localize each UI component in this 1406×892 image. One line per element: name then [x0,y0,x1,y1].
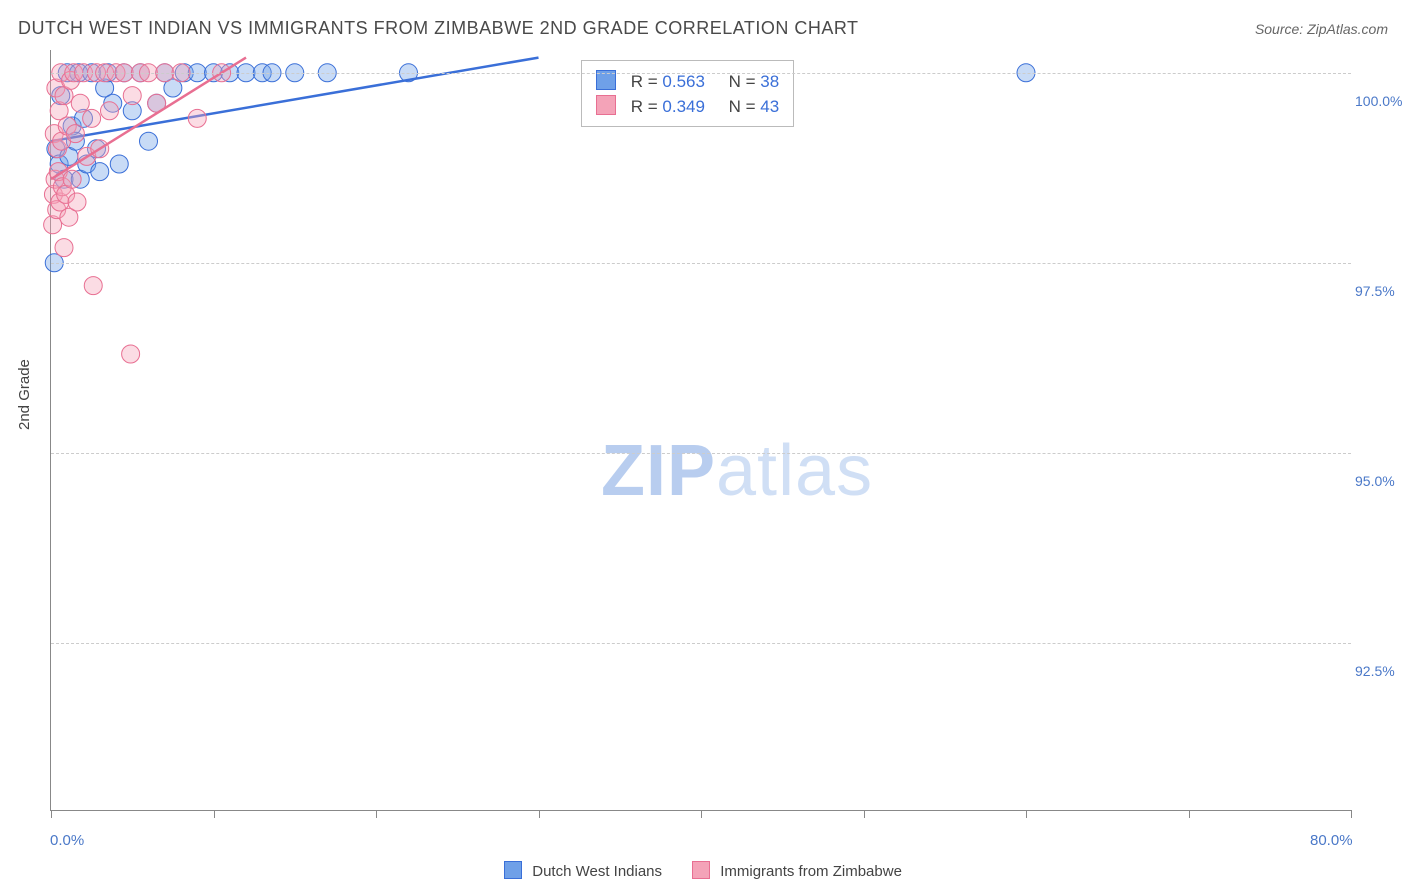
legend-item-dutch: Dutch West Indians [504,861,662,880]
data-point-dutch [110,155,128,173]
data-point-zimbabwe [83,109,101,127]
x-tick [51,810,52,818]
data-point-zimbabwe [101,102,119,120]
y-tick-label: 97.5% [1355,283,1406,299]
data-point-zimbabwe [55,239,73,257]
data-point-zimbabwe [84,277,102,295]
data-point-zimbabwe [123,87,141,105]
legend-swatch-zimbabwe [692,861,710,879]
x-tick [864,810,865,818]
x-tick [1026,810,1027,818]
data-point-dutch [140,132,158,150]
gridline-h [51,73,1351,74]
plot-area: ZIPatlas R = 0.563 N = 38 R = 0.349 N = … [50,50,1351,811]
r-label: R = [631,72,658,91]
x-tick [1351,810,1352,818]
legend-label-dutch: Dutch West Indians [532,863,662,880]
x-tick [539,810,540,818]
n-value-dutch: 38 [760,72,779,91]
legend-item-zimbabwe: Immigrants from Zimbabwe [692,861,902,880]
y-tick-label: 92.5% [1355,663,1406,679]
y-tick-label: 100.0% [1355,93,1406,109]
gridline-h [51,263,1351,264]
x-tick [701,810,702,818]
data-point-zimbabwe [71,94,89,112]
data-point-zimbabwe [63,170,81,188]
data-point-dutch [91,163,109,181]
r-value-dutch: 0.563 [662,72,705,91]
chart-title: DUTCH WEST INDIAN VS IMMIGRANTS FROM ZIM… [18,18,859,39]
bottom-legend: Dutch West Indians Immigrants from Zimba… [0,861,1406,880]
stat-legend-box: R = 0.563 N = 38 R = 0.349 N = 43 [581,60,794,127]
data-point-zimbabwe [66,125,84,143]
x-tick [1189,810,1190,818]
x-axis-max-label: 80.0% [1310,832,1353,849]
data-point-zimbabwe [122,345,140,363]
n-label: N = [729,97,756,116]
n-value-zimbabwe: 43 [760,97,779,116]
legend-label-zimbabwe: Immigrants from Zimbabwe [720,863,902,880]
data-point-zimbabwe [188,109,206,127]
source-attribution: Source: ZipAtlas.com [1255,21,1388,37]
x-tick [376,810,377,818]
n-label: N = [729,72,756,91]
y-axis-title: 2nd Grade [16,359,33,430]
data-point-zimbabwe [68,193,86,211]
gridline-h [51,453,1351,454]
x-tick [214,810,215,818]
r-label: R = [631,97,658,116]
r-value-zimbabwe: 0.349 [662,97,705,116]
chart-svg [51,50,1351,810]
gridline-h [51,643,1351,644]
y-tick-label: 95.0% [1355,473,1406,489]
x-axis-min-label: 0.0% [50,832,84,849]
legend-swatch-dutch [504,861,522,879]
swatch-zimbabwe [596,95,616,115]
stat-row-zimbabwe: R = 0.349 N = 43 [596,95,779,117]
